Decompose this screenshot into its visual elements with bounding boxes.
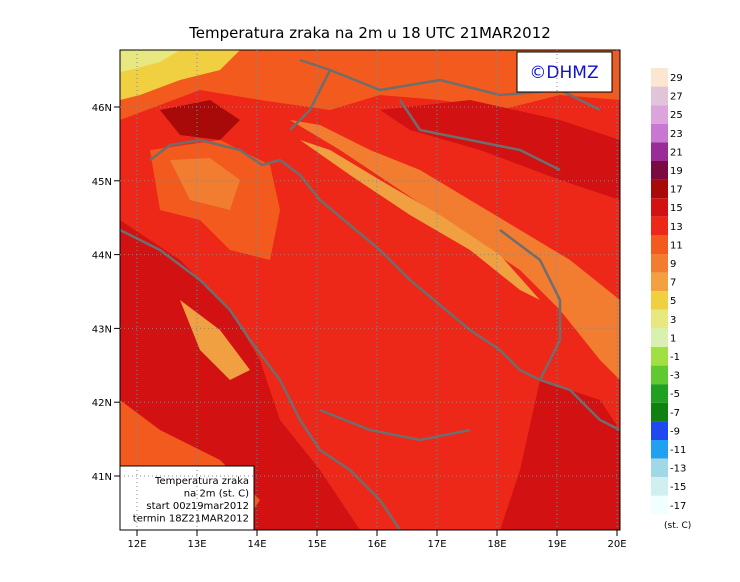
legend-label: 29: [670, 73, 683, 84]
legend-label: 21: [670, 147, 683, 158]
x-label: 20E: [607, 539, 626, 550]
legend-swatch: [651, 365, 668, 385]
legend-swatch: [651, 421, 668, 440]
legend-swatch: [651, 458, 668, 478]
legend-swatch: [651, 440, 668, 459]
legend-swatch: [651, 198, 668, 217]
legend-swatch: [651, 179, 668, 199]
y-label: 43N: [92, 324, 112, 335]
legend-label: -3: [670, 371, 680, 382]
info-line: start 00z19mar2012: [146, 501, 249, 512]
legend-label: -17: [670, 501, 686, 512]
map-frame: [119, 49, 621, 531]
legend-swatch: [651, 254, 668, 273]
logo: ©DHMZ: [529, 63, 598, 83]
legend-swatch: [651, 123, 668, 143]
legend-label: 23: [670, 129, 683, 140]
legend-swatch: [651, 291, 668, 310]
x-label: 15E: [307, 539, 326, 550]
legend-label: 7: [670, 278, 676, 289]
y-label: 41N: [92, 472, 112, 483]
x-label: 13E: [187, 539, 206, 550]
title: Temperatura zraka na 2m u 18 UTC 21MAR20…: [188, 24, 551, 42]
logo-box: [516, 51, 613, 93]
legend-swatch: [651, 105, 668, 124]
y-label: 42N: [92, 398, 112, 409]
legend-label: -11: [670, 445, 686, 456]
legend-label: 27: [670, 92, 683, 103]
legend-label: 25: [670, 110, 683, 121]
legend-label: 9: [670, 259, 676, 270]
legend-label: 17: [670, 185, 683, 196]
legend-unit: (st. C): [664, 521, 691, 531]
y-label: 45N: [92, 177, 112, 188]
legend-swatch: [651, 328, 668, 347]
legend-swatch: [651, 142, 668, 161]
legend-label: 11: [670, 240, 683, 251]
legend-swatch: [651, 384, 668, 403]
legend-label: -5: [670, 389, 680, 400]
legend-label: 1: [670, 333, 676, 344]
x-label: 14E: [247, 539, 266, 550]
info-line: termin 18Z21MAR2012: [133, 514, 249, 525]
legend-swatch: [651, 477, 668, 496]
legend-label: 13: [670, 222, 683, 233]
legend-label: 5: [670, 296, 676, 307]
legend-label: -1: [670, 352, 680, 363]
legend-swatch: [651, 402, 668, 422]
legend-swatch: [651, 86, 668, 106]
info-box: [119, 465, 255, 531]
legend-label: -15: [670, 482, 686, 493]
legend-label: -13: [670, 464, 686, 475]
x-label: 12E: [127, 539, 146, 550]
legend-swatch: [651, 216, 668, 236]
legend-label: -9: [670, 426, 680, 437]
legend-label: 19: [670, 166, 683, 177]
legend-swatch: [651, 495, 668, 515]
legend-swatch: [651, 68, 668, 87]
legend-label: 3: [670, 315, 676, 326]
temperature-field: [120, 50, 620, 530]
legend-label: -7: [670, 408, 680, 419]
legend-swatch: [651, 272, 668, 292]
y-label: 44N: [92, 251, 112, 262]
info-line: na 2m (st. C): [184, 489, 249, 500]
legend-swatch: [651, 161, 668, 180]
info-line: Temperatura zraka: [154, 476, 249, 487]
legend-swatch: [651, 235, 668, 254]
legend-swatch: [651, 347, 668, 366]
legend-swatch: [651, 309, 668, 329]
legend-label: 15: [670, 203, 683, 214]
y-label: 46N: [92, 103, 112, 114]
x-label: 17E: [427, 539, 446, 550]
x-label: 16E: [367, 539, 386, 550]
x-label: 18E: [487, 539, 506, 550]
x-label: 19E: [547, 539, 566, 550]
